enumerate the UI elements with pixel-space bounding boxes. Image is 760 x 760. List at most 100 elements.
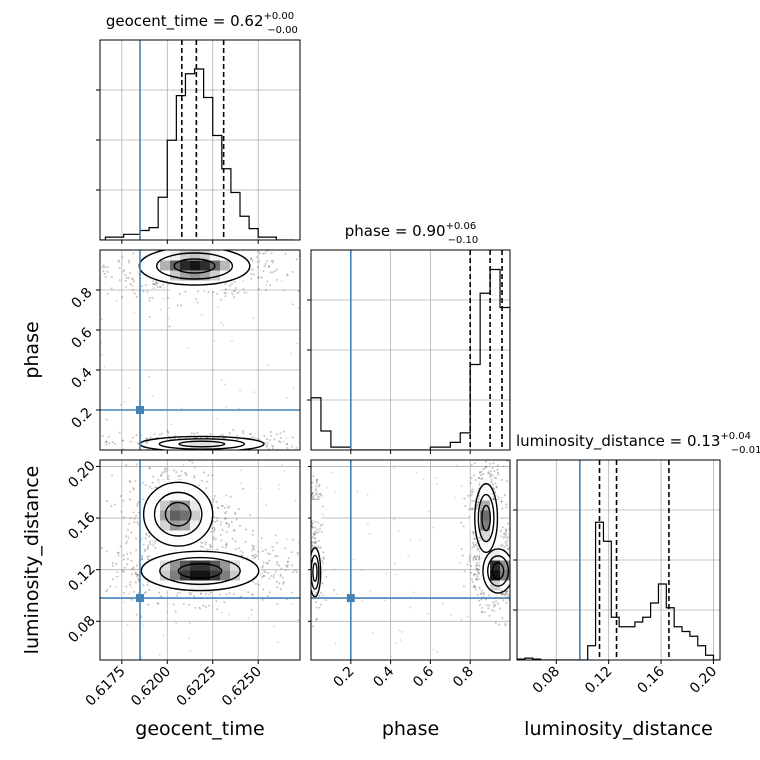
- sample-point: [485, 465, 488, 468]
- density-cell: [220, 560, 231, 571]
- sample-point: [456, 465, 458, 467]
- sample-point: [515, 562, 517, 564]
- density-cell: [240, 560, 251, 571]
- sample-point: [510, 566, 512, 568]
- sample-point: [134, 537, 137, 540]
- sample-point: [235, 518, 238, 521]
- sample-point: [325, 581, 327, 583]
- sample-point: [474, 586, 477, 589]
- sample-point: [283, 470, 286, 472]
- density-cell: [140, 260, 151, 271]
- sample-point: [294, 569, 297, 572]
- sample-point: [102, 264, 105, 267]
- contour-line: [177, 563, 223, 579]
- sample-point: [317, 539, 320, 542]
- density-cell: [210, 580, 221, 591]
- sample-point: [223, 291, 226, 294]
- sample-point: [250, 277, 253, 280]
- sample-point: [194, 298, 197, 301]
- sample-point: [275, 433, 278, 436]
- sample-point: [493, 470, 496, 473]
- sample-point: [473, 474, 476, 477]
- sample-point: [291, 538, 294, 541]
- sample-point: [513, 585, 515, 587]
- sample-point: [179, 474, 182, 477]
- sample-point: [427, 612, 430, 615]
- density-cell: [311, 570, 322, 581]
- sample-point: [518, 599, 520, 601]
- density-cell: [150, 500, 161, 511]
- sample-point: [220, 298, 223, 301]
- sample-point: [221, 611, 223, 614]
- sample-point: [258, 259, 261, 262]
- sample-point: [199, 244, 201, 246]
- sample-point: [252, 545, 255, 548]
- sample-point: [173, 469, 176, 472]
- sample-point: [189, 649, 192, 652]
- sample-point: [141, 656, 143, 659]
- sample-point: [148, 466, 151, 469]
- sample-point: [134, 514, 137, 517]
- sample-point: [303, 577, 305, 579]
- sample-point: [478, 557, 481, 560]
- sample-point: [125, 585, 128, 588]
- sample-point: [135, 564, 138, 567]
- sample-point: [144, 537, 147, 540]
- sample-point: [224, 247, 226, 249]
- sample-point: [251, 593, 254, 596]
- sample-point: [177, 242, 179, 244]
- density-cell: [480, 570, 491, 581]
- x-tick-label: 0.6250: [219, 664, 265, 710]
- sample-point: [257, 276, 260, 279]
- sample-point: [500, 496, 503, 499]
- y-tick-label: 0.08: [65, 613, 98, 646]
- sample-point: [353, 558, 355, 561]
- sample-point: [187, 603, 190, 606]
- sample-point: [290, 352, 293, 355]
- sample-point: [268, 553, 271, 556]
- sample-point: [207, 291, 210, 294]
- title-lower-error: −0.01: [731, 445, 760, 456]
- sample-point: [480, 477, 483, 480]
- sample-point: [313, 537, 316, 540]
- contour-line: [482, 548, 510, 594]
- density-cell: [150, 560, 161, 571]
- density-cell: [200, 510, 211, 521]
- sample-point: [240, 554, 243, 557]
- sample-point: [221, 236, 223, 238]
- sample-point: [206, 241, 208, 243]
- sample-point: [501, 507, 504, 510]
- sample-point: [286, 273, 289, 276]
- sample-point: [105, 590, 108, 593]
- density-cell: [500, 560, 510, 571]
- sample-point: [237, 246, 239, 248]
- sample-point: [140, 451, 142, 453]
- sample-point: [286, 396, 288, 399]
- sample-point: [489, 474, 492, 477]
- density-cell: [200, 560, 211, 571]
- sample-point: [305, 579, 307, 581]
- y-axis-label-luminosity_distance: luminosity_distance: [21, 466, 43, 655]
- sample-point: [172, 237, 174, 239]
- sample-point: [124, 274, 127, 277]
- sample-point: [473, 545, 476, 548]
- sample-point: [466, 615, 469, 618]
- sample-point: [106, 419, 109, 422]
- sample-point: [186, 347, 189, 350]
- sample-point: [215, 417, 218, 420]
- sample-point: [513, 551, 515, 553]
- sample-point: [329, 586, 331, 588]
- sample-point: [475, 507, 478, 510]
- sample-point: [194, 606, 197, 609]
- density-cell: [200, 440, 211, 450]
- sample-point: [512, 562, 514, 564]
- sample-point: [241, 453, 243, 455]
- sample-point: [497, 473, 500, 476]
- sample-point: [102, 270, 105, 273]
- contour-line: [487, 555, 510, 587]
- sample-point: [308, 438, 310, 440]
- sample-point: [499, 607, 502, 610]
- sample-point: [395, 642, 398, 645]
- sample-point: [100, 341, 102, 344]
- sample-point: [308, 530, 310, 532]
